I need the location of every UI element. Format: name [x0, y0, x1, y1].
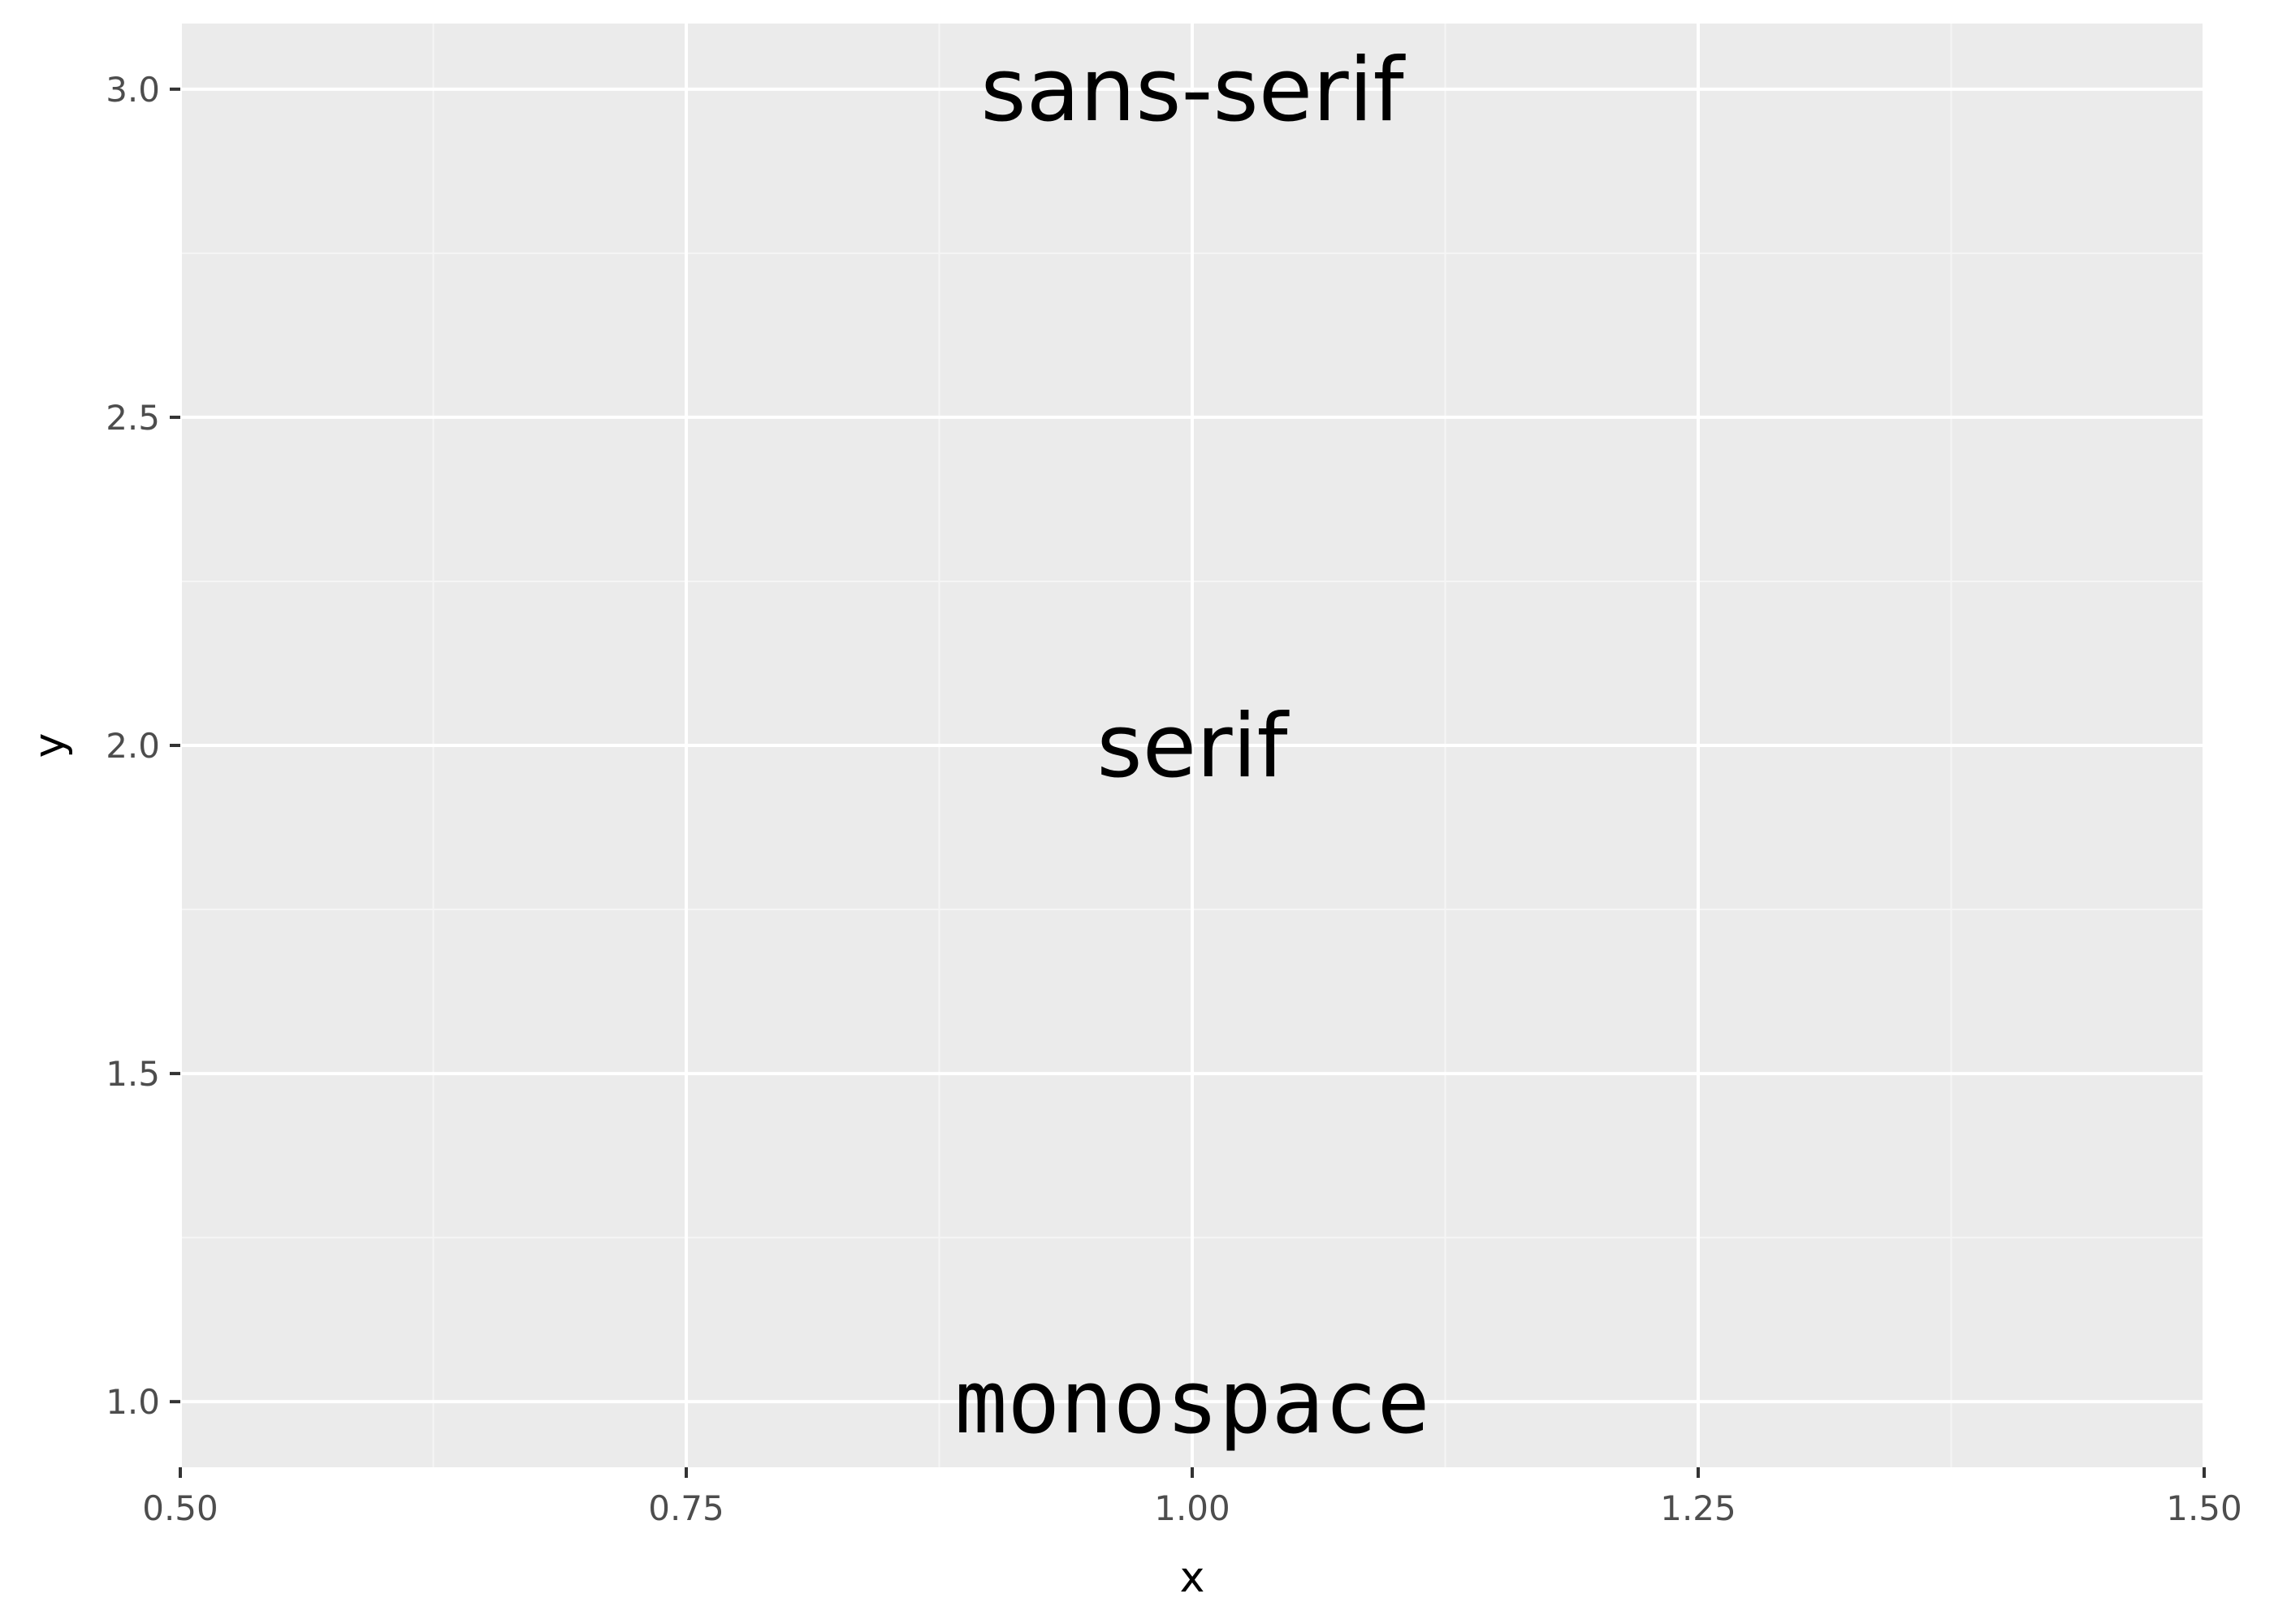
- text-point-mono: monospace: [954, 1352, 1429, 1453]
- x-axis-title: x: [1180, 1553, 1205, 1602]
- text-points: sans-serif serif monospace: [954, 40, 1429, 1453]
- y-tick-label: 3.0: [106, 70, 160, 110]
- x-tick-label: 1.00: [1154, 1488, 1230, 1528]
- x-tick-label: 1.50: [2166, 1488, 2242, 1528]
- y-axis: 1.0 1.5 2.0 2.5 3.0: [106, 70, 180, 1422]
- y-axis-title: y: [25, 733, 74, 758]
- text-point-sans: sans-serif: [980, 40, 1406, 141]
- text-point-serif: serif: [1096, 696, 1290, 797]
- y-tick-label: 2.5: [106, 398, 160, 438]
- y-tick-label: 1.5: [106, 1054, 160, 1094]
- x-axis: 0.50 0.75 1.00 1.25 1.50: [142, 1467, 2242, 1528]
- y-tick-label: 1.0: [106, 1382, 160, 1422]
- x-tick-label: 0.50: [142, 1488, 218, 1528]
- x-tick-label: 0.75: [648, 1488, 724, 1528]
- major-gridlines: [179, 24, 2206, 1467]
- y-tick-label: 2.0: [106, 726, 160, 766]
- x-tick-label: 1.25: [1660, 1488, 1736, 1528]
